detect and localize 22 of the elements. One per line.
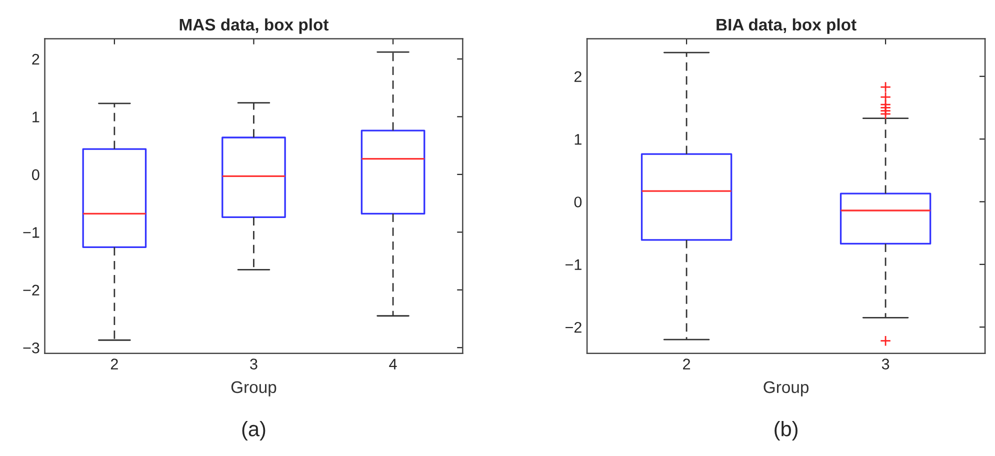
y-tick-label: −1 xyxy=(23,227,40,238)
y-tick-label: 0 xyxy=(574,196,582,208)
y-tick-label: 0 xyxy=(32,169,40,180)
y-tick-label: −3 xyxy=(23,342,40,354)
x-axis-title: Group xyxy=(764,381,809,396)
x-tick-label: 3 xyxy=(250,358,258,370)
y-tick-label: −2 xyxy=(23,284,40,296)
y-tick-label: 2 xyxy=(574,71,582,82)
y-tick-label: −1 xyxy=(566,259,582,270)
x-axis-title: Group xyxy=(231,381,276,396)
y-tick-label: 1 xyxy=(32,112,40,122)
x-tick-label: 4 xyxy=(389,358,397,370)
text: (a) xyxy=(242,421,266,440)
x-tick-label: 3 xyxy=(882,358,890,370)
x-tick-label: 2 xyxy=(110,358,118,370)
y-tick-label: −2 xyxy=(566,322,582,333)
chart-title: MAS data, box plot xyxy=(180,18,329,34)
x-tick-label: 2 xyxy=(683,358,690,370)
y-tick-label: 1 xyxy=(574,134,582,145)
text: (b) xyxy=(774,421,798,440)
chart-title: BIA data, box plot xyxy=(716,18,856,34)
y-tick-label: 2 xyxy=(32,54,40,64)
